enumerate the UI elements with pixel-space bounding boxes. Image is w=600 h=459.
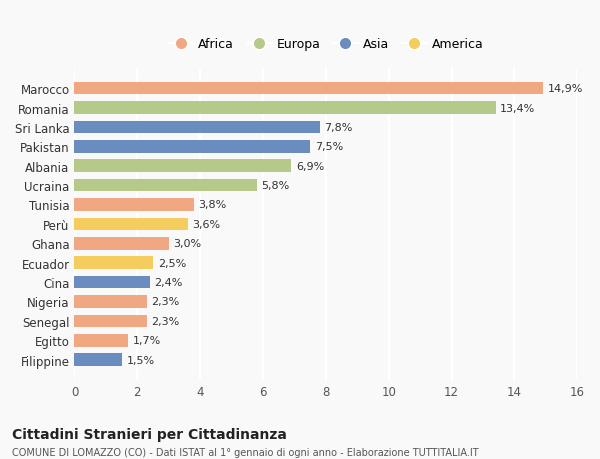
Bar bbox=[74, 296, 147, 308]
Bar bbox=[74, 334, 128, 347]
Text: 7,8%: 7,8% bbox=[324, 123, 353, 133]
Bar bbox=[74, 237, 169, 250]
Bar bbox=[74, 83, 542, 95]
Text: 3,8%: 3,8% bbox=[199, 200, 227, 210]
Bar bbox=[74, 199, 194, 211]
Text: 1,5%: 1,5% bbox=[127, 355, 154, 365]
Bar bbox=[74, 121, 320, 134]
Legend: Africa, Europa, Asia, America: Africa, Europa, Asia, America bbox=[164, 34, 487, 55]
Text: 14,9%: 14,9% bbox=[547, 84, 583, 94]
Text: 6,9%: 6,9% bbox=[296, 161, 324, 171]
Bar bbox=[74, 140, 310, 153]
Bar bbox=[74, 276, 150, 289]
Text: COMUNE DI LOMAZZO (CO) - Dati ISTAT al 1° gennaio di ogni anno - Elaborazione TU: COMUNE DI LOMAZZO (CO) - Dati ISTAT al 1… bbox=[12, 448, 479, 458]
Bar bbox=[74, 160, 291, 173]
Bar bbox=[74, 179, 257, 192]
Text: 5,8%: 5,8% bbox=[262, 181, 290, 190]
Text: 2,5%: 2,5% bbox=[158, 258, 186, 268]
Bar bbox=[74, 315, 147, 327]
Text: 3,6%: 3,6% bbox=[193, 219, 220, 230]
Text: 13,4%: 13,4% bbox=[500, 103, 536, 113]
Text: 2,4%: 2,4% bbox=[155, 277, 183, 287]
Bar bbox=[74, 218, 188, 231]
Text: 7,5%: 7,5% bbox=[315, 142, 343, 152]
Text: 2,3%: 2,3% bbox=[151, 316, 180, 326]
Text: 2,3%: 2,3% bbox=[151, 297, 180, 307]
Bar bbox=[74, 257, 153, 269]
Bar bbox=[74, 353, 122, 366]
Text: 3,0%: 3,0% bbox=[173, 239, 202, 249]
Text: Cittadini Stranieri per Cittadinanza: Cittadini Stranieri per Cittadinanza bbox=[12, 427, 287, 441]
Bar bbox=[74, 102, 496, 115]
Text: 1,7%: 1,7% bbox=[133, 336, 161, 346]
